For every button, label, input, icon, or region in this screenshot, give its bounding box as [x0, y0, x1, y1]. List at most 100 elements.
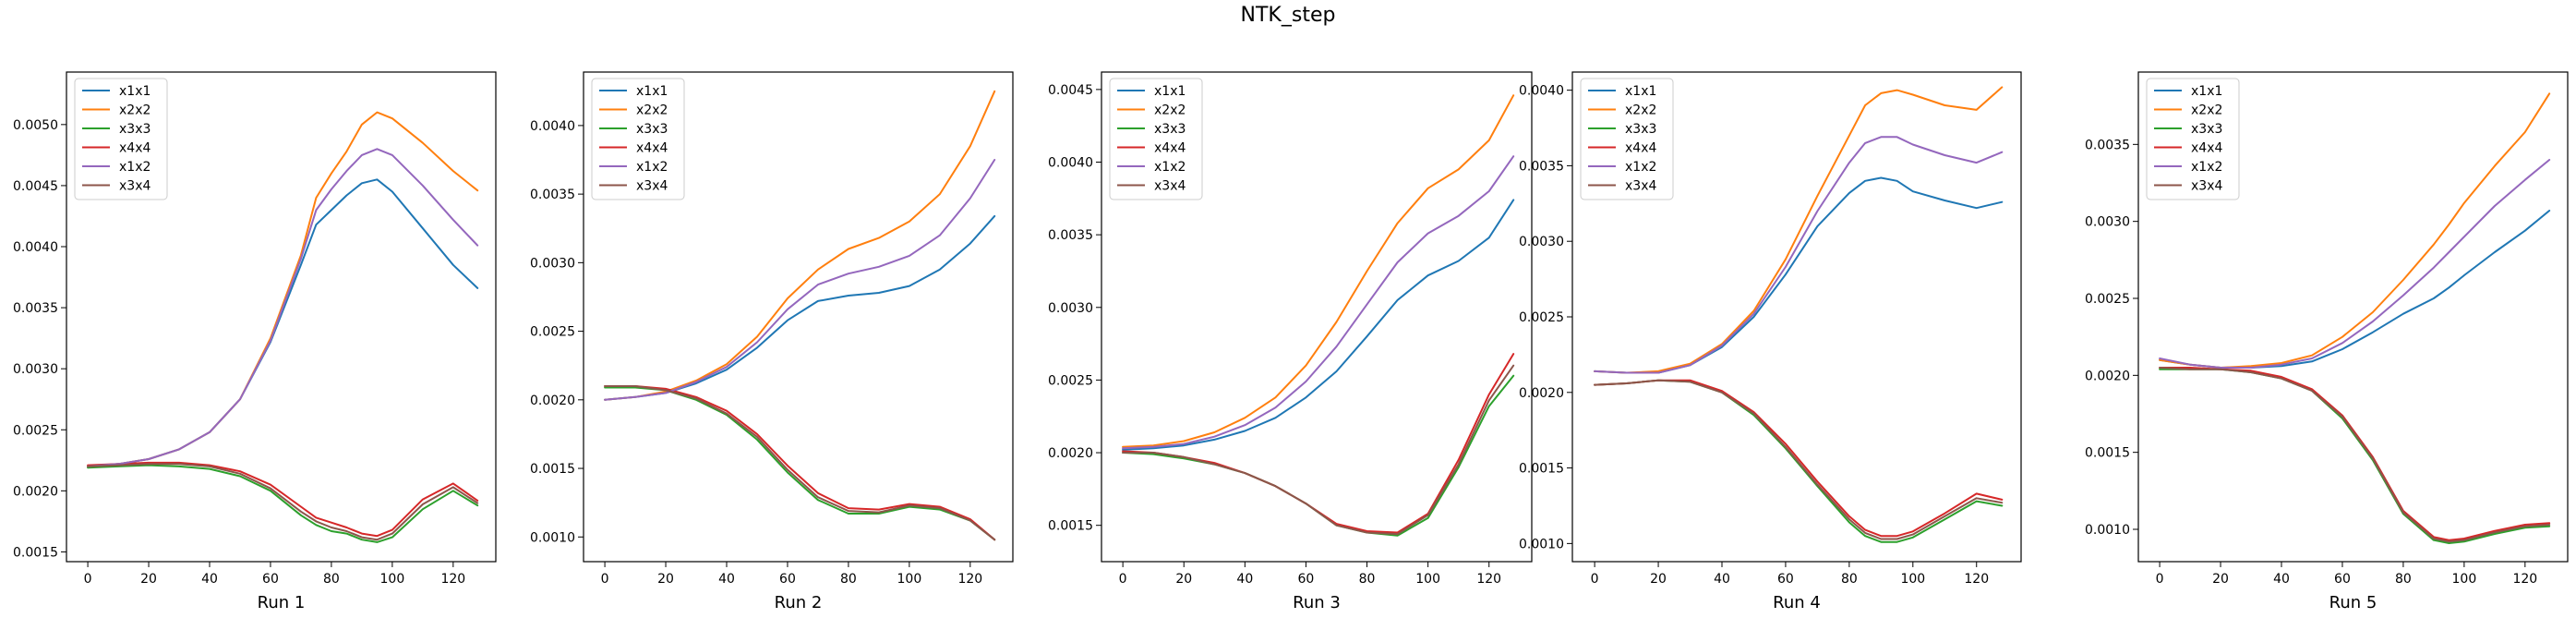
y-tick-label: 0.0040 [1048, 156, 1093, 171]
legend-label-x4x4: x4x4 [119, 141, 150, 156]
x-axis-label: Run 1 [258, 593, 306, 612]
y-tick-label: 0.0015 [1048, 519, 1093, 534]
y-tick-label: 0.0030 [530, 256, 575, 271]
legend-label-x4x4: x4x4 [1625, 141, 1656, 156]
y-tick-label: 0.0015 [2085, 446, 2130, 461]
y-tick-label: 0.0015 [530, 462, 575, 477]
y-tick-label: 0.0030 [2085, 215, 2130, 230]
x-tick-label: 20 [2212, 572, 2229, 587]
legend-label-x1x1: x1x1 [1625, 84, 1656, 99]
y-tick-label: 0.0025 [2085, 292, 2130, 307]
x-tick-label: 60 [1298, 572, 1315, 587]
legend-label-x3x4: x3x4 [119, 179, 150, 194]
y-tick-label: 0.0040 [13, 240, 58, 255]
legend-label-x2x2: x2x2 [636, 103, 668, 118]
subplot-run-3: 0 20 40 60 80 100 120 0.0015 0.0020 0.0025 0.0030 0… [1048, 71, 1533, 612]
series-line-x1x1 [1594, 176, 2004, 374]
legend-label-x3x4: x3x4 [1154, 179, 1186, 194]
x-tick-label: 80 [1359, 572, 1376, 587]
x-axis-label: Run 3 [1293, 593, 1341, 612]
series-line-x3x4 [604, 385, 996, 541]
axes-frame [1101, 71, 1533, 563]
series-line-x1x2 [1594, 136, 2004, 374]
series-line-x1x2 [87, 148, 479, 467]
axes-frame [583, 71, 1014, 563]
y-tick-label: 0.0020 [530, 394, 575, 408]
y-tick-label: 0.0030 [1048, 301, 1093, 316]
x-tick-label: 20 [657, 572, 674, 587]
series-line-x4x4 [1122, 353, 1515, 534]
series-line-x3x3 [2159, 368, 2551, 544]
x-tick-label: 60 [1777, 572, 1794, 587]
y-tick-label: 0.0045 [1048, 83, 1093, 98]
legend-label-x2x2: x2x2 [119, 103, 150, 118]
legend-label-x2x2: x2x2 [2191, 103, 2222, 118]
y-tick-label: 0.0040 [530, 119, 575, 134]
y-tick-label: 0.0020 [1048, 446, 1093, 461]
y-tick-label: 0.0035 [1519, 159, 1564, 174]
x-tick-label: 40 [201, 572, 218, 587]
legend-label-x1x1: x1x1 [2191, 84, 2222, 99]
x-tick-label: 100 [2452, 572, 2477, 587]
x-tick-label: 0 [601, 572, 609, 587]
legend-label-x1x2: x1x2 [119, 160, 150, 175]
series-line-x4x4 [1594, 379, 2004, 538]
series-line-x3x4 [1122, 364, 1515, 536]
y-tick-label: 0.0015 [1519, 462, 1564, 477]
x-tick-label: 60 [262, 572, 279, 587]
legend-label-x1x2: x1x2 [1154, 160, 1186, 175]
axes-frame [66, 71, 497, 563]
legend-label-x3x3: x3x3 [1154, 122, 1186, 137]
legend-label-x4x4: x4x4 [636, 141, 668, 156]
y-tick-label: 0.0035 [1048, 228, 1093, 243]
y-tick-label: 0.0025 [1519, 310, 1564, 325]
legend-label-x4x4: x4x4 [1154, 141, 1186, 156]
y-tick-label: 0.0025 [1048, 373, 1093, 388]
figure-title: NTK_step [1240, 4, 1336, 27]
x-tick-label: 40 [1236, 572, 1253, 587]
series-line-x4x4 [604, 385, 996, 541]
legend-label-x2x2: x2x2 [1154, 103, 1186, 118]
y-tick-label: 0.0030 [13, 362, 58, 377]
legend-label-x3x3: x3x3 [119, 122, 150, 137]
x-tick-label: 20 [1175, 572, 1192, 587]
x-axis-label: Run 4 [1773, 593, 1821, 612]
y-tick-label: 0.0030 [1519, 235, 1564, 249]
x-axis-label: Run 2 [775, 593, 823, 612]
x-tick-label: 100 [1900, 572, 1925, 587]
x-tick-label: 0 [1591, 572, 1599, 587]
y-tick-label: 0.0020 [13, 484, 58, 499]
y-tick-label: 0.0010 [530, 530, 575, 545]
series-line-x2x2 [1122, 94, 1515, 448]
y-tick-label: 0.0020 [1519, 386, 1564, 401]
series-line-x4x4 [87, 461, 479, 538]
y-tick-label: 0.0035 [530, 188, 575, 202]
y-tick-label: 0.0045 [13, 179, 58, 194]
legend-label-x1x1: x1x1 [636, 84, 668, 99]
series-line-x2x2 [1594, 86, 2004, 374]
y-tick-label: 0.0050 [13, 118, 58, 133]
legend-label-x1x2: x1x2 [1625, 160, 1656, 175]
x-tick-label: 60 [2334, 572, 2351, 587]
legend-label-x3x3: x3x3 [1625, 122, 1656, 137]
x-axis-label: Run 5 [2329, 593, 2377, 612]
x-tick-label: 120 [1964, 572, 1989, 587]
series-line-x1x2 [1122, 155, 1515, 450]
subplot-run-2: 0 20 40 60 80 100 120 0.0010 0.0015 0.0020 0.0025 0… [530, 71, 1014, 612]
legend-label-x3x3: x3x3 [636, 122, 668, 137]
series-line-x3x4 [2159, 367, 2551, 543]
series-line-x3x4 [87, 463, 479, 541]
subplot-run-1: 0 20 40 60 80 100 120 0.0015 0.0020 0.0025 0.0030 0… [13, 71, 497, 612]
series-line-x1x2 [2159, 159, 2551, 369]
subplot-run-5: 0 20 40 60 80 100 120 0.0010 0.0015 0.0020 0.0025 0… [2085, 71, 2569, 612]
legend-label-x3x4: x3x4 [2191, 179, 2222, 194]
x-tick-label: 120 [1476, 572, 1501, 587]
x-tick-label: 60 [779, 572, 796, 587]
y-tick-label: 0.0025 [13, 423, 58, 438]
x-tick-label: 40 [1714, 572, 1730, 587]
legend-label-x2x2: x2x2 [1625, 103, 1656, 118]
series-line-x3x4 [1594, 379, 2004, 540]
legend-label-x3x3: x3x3 [2191, 122, 2222, 137]
series-line-x3x3 [87, 464, 479, 543]
